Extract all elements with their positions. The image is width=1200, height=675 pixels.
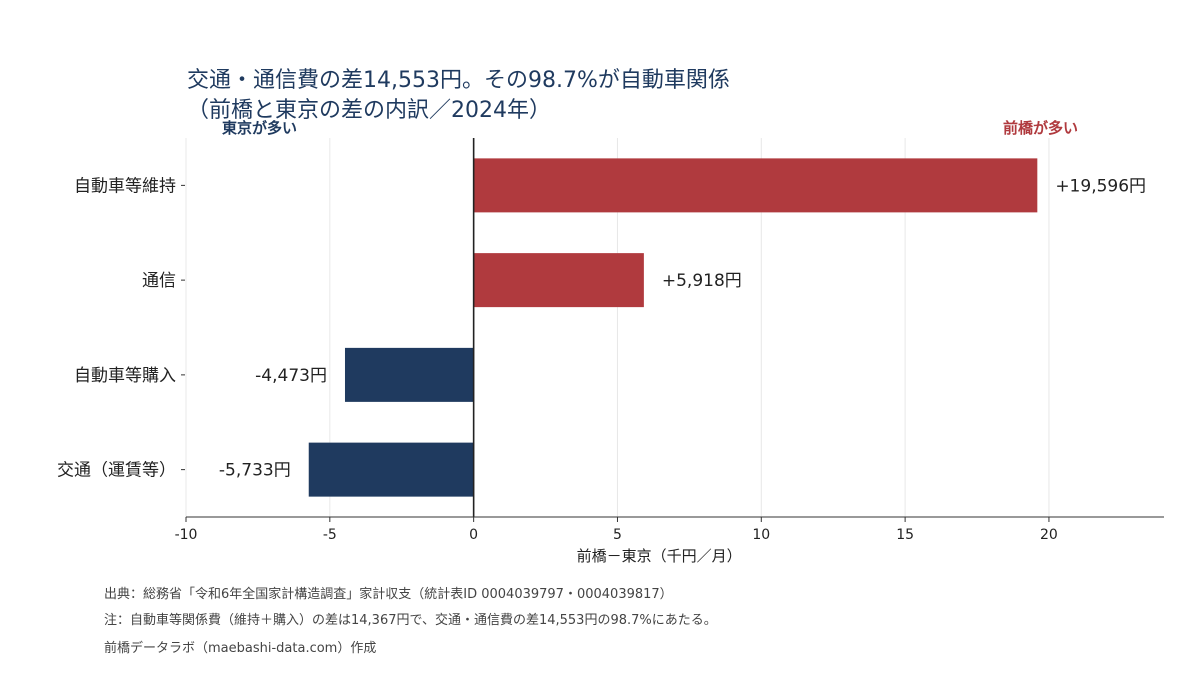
x-axis-title: 前橋－東京（千円／月） xyxy=(577,547,742,565)
bar xyxy=(473,158,1038,213)
axes: -10 -5 0 5 10 15 20 前橋－東京（千円／月） xyxy=(175,138,1164,565)
category-label: 通信 xyxy=(142,271,176,291)
right-direction-label: 前橋が多い xyxy=(1003,119,1079,137)
bar xyxy=(308,442,474,497)
x-tick-label: 15 xyxy=(896,527,914,543)
credit-note: 前橋データラボ（maebashi-data.com）作成 xyxy=(104,641,377,656)
category-label: 自動車等維持 xyxy=(74,176,176,196)
x-tick-label: 5 xyxy=(613,527,622,543)
data-label: +19,596円 xyxy=(1055,176,1146,196)
category-label: 自動車等購入 xyxy=(74,366,176,386)
x-tick-label: -5 xyxy=(323,527,337,543)
x-tick-label: 0 xyxy=(469,527,478,543)
bar xyxy=(473,253,644,308)
category-label: 交通（運賃等） xyxy=(57,461,176,481)
bar xyxy=(344,347,474,402)
data-label: +5,918円 xyxy=(662,271,742,291)
x-tick-label: -10 xyxy=(175,527,198,543)
source-note: 出典：総務省「令和6年全国家計構造調査」家計収支（統計表ID 000403979… xyxy=(104,587,673,602)
footnote: 注：自動車等関係費（維持＋購入）の差は14,367円で、交通・通信費の差14,5… xyxy=(104,613,717,628)
data-label: -4,473円 xyxy=(255,366,327,386)
left-direction-label: 東京が多い xyxy=(222,119,298,137)
chart-subtitle: （前橋と東京の差の内訳／2024年） xyxy=(187,98,551,123)
data-label: -5,733円 xyxy=(219,461,291,481)
x-tick-label: 20 xyxy=(1040,527,1058,543)
chart-title: 交通・通信費の差14,553円。その98.7%が自動車関係 xyxy=(187,68,730,93)
bars xyxy=(308,158,1038,497)
x-tick-label: 10 xyxy=(752,527,770,543)
